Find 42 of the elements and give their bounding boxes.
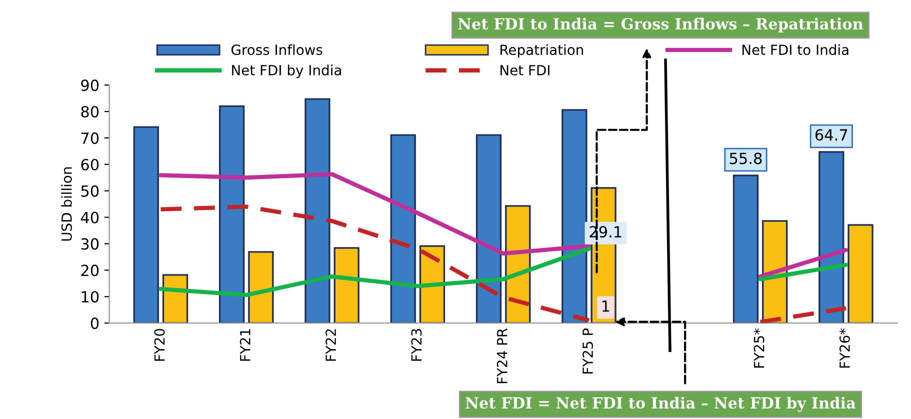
bar: [476, 134, 502, 324]
data-label: 55.8: [730, 152, 762, 164]
bar: [248, 251, 274, 324]
data-label: 1: [602, 300, 610, 312]
bar: [304, 98, 330, 324]
text: Net FDI = Net FDI to India – Net FDI by India: [466, 396, 856, 412]
y-tick-label: 0: [90, 318, 99, 330]
y-tick-label: 90: [81, 80, 99, 92]
x-tick-label: FY25 P: [582, 328, 594, 374]
y-tick-label: 50: [81, 185, 99, 197]
y-tick-label: 40: [80, 212, 99, 224]
legend-label: Gross Inflows: [231, 44, 322, 56]
bar: [162, 274, 188, 324]
bar: [818, 151, 844, 324]
x-tick-label: FY21: [240, 329, 250, 361]
bar: [732, 174, 759, 324]
y-tick-label: 30: [81, 238, 99, 250]
bar: [133, 126, 159, 324]
y-tick-label: 60: [81, 158, 99, 170]
x-tick-label: FY22: [326, 329, 336, 361]
data-label: 29.1: [590, 226, 622, 238]
bar: [562, 109, 588, 324]
x-tick-label: FY24 PR: [496, 328, 508, 384]
legend-label: Repatriation: [500, 44, 584, 58]
bar: [218, 105, 245, 324]
legend-label: Net FDI: [500, 65, 550, 76]
legend-label: Net FDI by India: [232, 64, 341, 78]
y-axis-title: USD billion: [61, 167, 72, 241]
x-tick-label: FY20: [154, 328, 165, 361]
y-tick-label: 10: [82, 291, 99, 303]
legend-label: Net FDI to India: [742, 44, 848, 56]
bar: [848, 224, 874, 324]
x-tick-label: FY26*: [839, 328, 850, 368]
y-tick-label: 80: [81, 106, 99, 118]
text: Net FDI to India = Gross Inflows – Repatriation: [458, 18, 864, 33]
data-label: 64.7: [815, 129, 848, 141]
bar: [334, 247, 360, 324]
x-tick-label: FY23: [411, 329, 422, 361]
bar: [390, 134, 416, 324]
y-tick-label: 20: [81, 264, 99, 276]
x-tick-label: FY25*: [754, 328, 764, 368]
y-tick-label: 70: [81, 132, 99, 144]
